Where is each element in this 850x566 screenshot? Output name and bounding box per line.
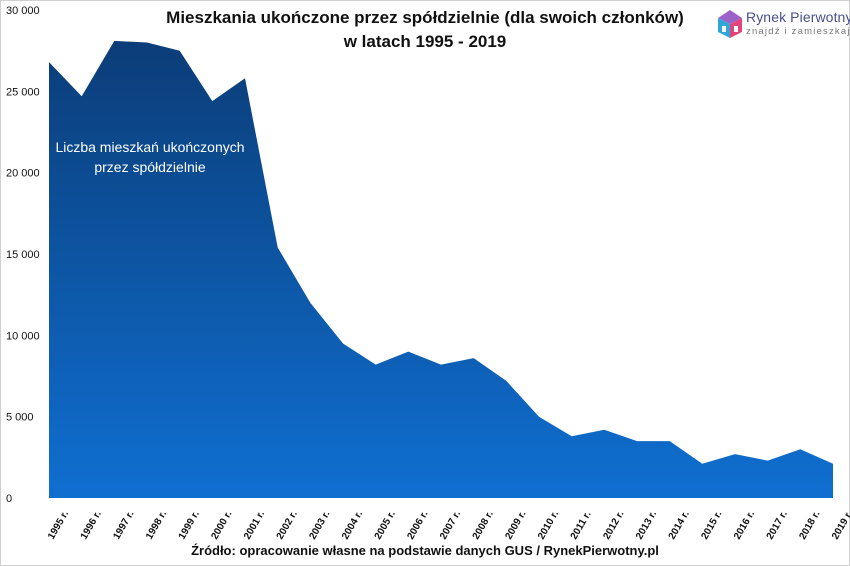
y-tick-label: 15 000 [6,249,40,261]
x-tick-label: 2012 r. [601,509,626,542]
brand-logo: Rynek Pierwotny znajdź i zamieszkaj [716,8,850,42]
series-area [49,40,833,499]
y-tick-label: 30 000 [6,5,40,17]
x-tick-label: 2004 r. [340,509,365,542]
x-tick-label: 2018 r. [797,509,822,542]
x-tick-label: 2017 r. [765,509,790,542]
x-tick-label: 2002 r. [275,509,300,542]
series-annotation: Liczba mieszkań ukończonych [55,139,244,155]
x-tick-label: 2015 r. [699,509,724,542]
y-tick-label: 10 000 [6,330,40,342]
x-tick-label: 2019 r. [830,509,850,542]
x-tick-label: 2007 r. [438,509,463,542]
x-tick-label: 2010 r. [536,509,561,542]
chart-title-line1: Mieszkania ukończone przez spółdzielnie … [166,8,684,27]
chart-title-line2: w latach 1995 - 2019 [343,32,507,51]
x-tick-label: 2016 r. [732,509,757,542]
logo-name: Rynek Pierwotny [746,9,850,25]
series-annotation: przez spółdzielnie [94,159,205,175]
x-tick-label: 2009 r. [503,509,528,542]
house-logo-icon [718,10,742,38]
y-tick-label: 25 000 [6,86,40,98]
x-tick-label: 2006 r. [405,509,430,542]
x-tick-label: 2014 r. [667,509,692,542]
y-tick-label: 5 000 [6,412,34,424]
x-tick-label: 1996 r. [79,509,104,542]
x-tick-label: 2000 r. [209,509,234,542]
x-tick-label: 2008 r. [471,509,496,542]
x-tick-label: 2003 r. [307,509,332,542]
y-tick-label: 0 [6,493,12,505]
x-tick-label: 1995 r. [46,509,71,542]
y-tick-label: 20 000 [6,168,40,180]
logo-tagline: znajdź i zamieszkaj [746,26,850,37]
x-tick-label: 2001 r. [242,509,267,542]
x-tick-label: 2011 r. [569,509,594,541]
x-tick-label: 1998 r. [144,509,169,542]
x-tick-label: 1999 r. [177,509,202,542]
chart-title: Mieszkania ukończone przez spółdzielnie … [130,6,720,54]
x-tick-label: 2013 r. [634,509,659,542]
source-note: Źródło: opracowanie własne na podstawie … [191,543,659,558]
x-tick-label: 1997 r. [111,509,136,542]
x-tick-label: 2005 r. [373,509,398,542]
